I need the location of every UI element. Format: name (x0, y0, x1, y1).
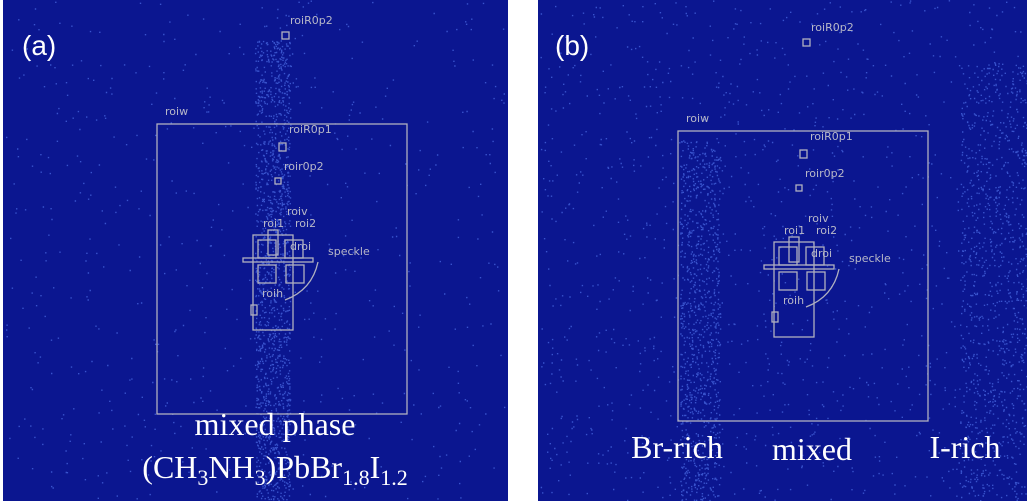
roi-label: roih (783, 294, 804, 307)
panel-label: (b) (555, 30, 589, 61)
subscript: 3 (255, 465, 266, 490)
roi-label: roir0p2 (805, 167, 845, 180)
caption-text: mixed phase (195, 406, 356, 442)
subscript: 3 (197, 465, 208, 490)
roi-label: roi1 (263, 217, 284, 230)
roi-label: speckle (849, 252, 891, 265)
roi-label: roir0p2 (284, 160, 324, 173)
roi-label: speckle (328, 245, 370, 258)
caption: mixed phase (195, 406, 356, 442)
roi-label: roiw (686, 112, 709, 125)
subscript: 1.8 (342, 465, 370, 490)
roi-label: roiR0p2 (290, 14, 333, 27)
caption-text: I (370, 449, 381, 485)
caption-text: (CH (142, 449, 197, 485)
caption-text: )PbBr (266, 449, 343, 485)
roi-label: droi (290, 240, 311, 253)
caption-text: Br-rich (631, 429, 723, 465)
caption: Br-rich (631, 429, 723, 465)
roi-label: roi2 (816, 224, 837, 237)
caption-text: NH (208, 449, 254, 485)
roi-label: roi2 (295, 217, 316, 230)
roi-label: roi1 (784, 224, 805, 237)
caption: I-rich (929, 429, 1000, 465)
roi-label: roiR0p1 (289, 123, 332, 136)
figure: (a)roiR0p2roiwroiR0p1roir0p2roivroi1roi2… (0, 0, 1027, 501)
detector-image (538, 0, 1027, 501)
caption: mixed (772, 431, 852, 467)
caption-text: I-rich (929, 429, 1000, 465)
panel-label: (a) (22, 30, 56, 61)
roi-label: roiR0p1 (810, 130, 853, 143)
roi-label: droi (811, 247, 832, 260)
roi-label: roiw (165, 105, 188, 118)
subscript: 1.2 (380, 465, 408, 490)
roi-label: roih (262, 287, 283, 300)
caption-text: mixed (772, 431, 852, 467)
roi-label: roiR0p2 (811, 21, 854, 34)
